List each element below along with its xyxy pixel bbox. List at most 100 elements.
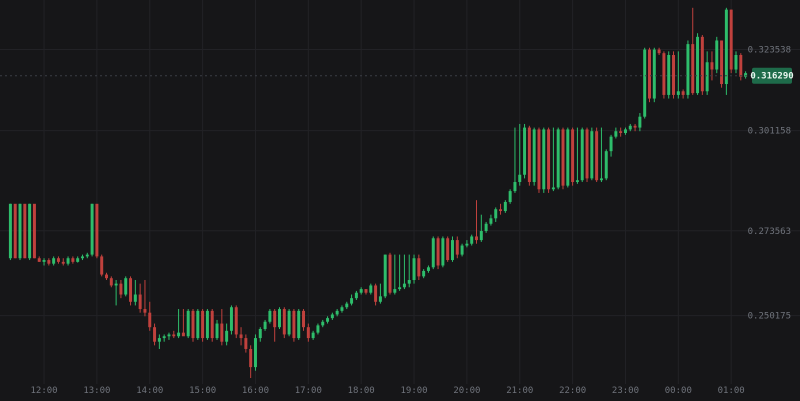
candle xyxy=(412,254,416,284)
candle-body xyxy=(715,40,719,70)
candle-body xyxy=(220,323,224,342)
candle-body xyxy=(302,310,306,328)
candle xyxy=(138,283,142,313)
candle xyxy=(297,309,301,340)
candle-body xyxy=(186,310,190,337)
candle xyxy=(253,334,257,371)
candle-body xyxy=(95,203,99,257)
candle-body xyxy=(23,203,27,259)
candle xyxy=(566,127,570,188)
candle xyxy=(109,276,113,288)
candle-body xyxy=(734,54,738,70)
candle xyxy=(292,309,296,342)
grid-layer xyxy=(0,0,800,384)
candle xyxy=(739,53,743,81)
candle-body xyxy=(225,330,229,342)
candle xyxy=(436,236,440,270)
candle xyxy=(518,123,522,186)
y-tick-label: 0.323538 xyxy=(748,45,791,55)
candle-body xyxy=(614,131,618,137)
candle xyxy=(129,276,133,306)
candle xyxy=(95,203,99,259)
candle xyxy=(306,323,310,342)
candle-body xyxy=(61,261,65,264)
candle-body xyxy=(13,203,17,259)
candle xyxy=(633,123,637,132)
candle-body xyxy=(700,36,704,92)
candle-body xyxy=(172,334,176,337)
candle-body xyxy=(157,338,161,342)
candle xyxy=(378,283,382,304)
candle xyxy=(648,47,651,103)
candle-body xyxy=(475,236,478,241)
candle xyxy=(604,149,608,181)
candle-body xyxy=(499,209,503,212)
candle-body xyxy=(244,338,248,349)
candle-body xyxy=(657,49,661,54)
candle xyxy=(734,51,738,74)
candle xyxy=(47,258,51,266)
candle xyxy=(80,254,84,261)
candle xyxy=(143,280,147,317)
candle-body xyxy=(681,91,685,95)
x-tick-label: 20:00 xyxy=(453,386,480,396)
candle xyxy=(691,7,695,95)
candle xyxy=(508,189,512,204)
candle xyxy=(628,123,632,132)
current-price-marker: 0.316290 xyxy=(0,67,794,84)
candle xyxy=(350,294,354,306)
candle-body xyxy=(436,238,440,266)
candle-body xyxy=(215,323,219,339)
candle-body xyxy=(249,348,253,368)
candle xyxy=(402,254,406,290)
candle xyxy=(729,9,733,74)
candle-body xyxy=(566,129,570,186)
candle xyxy=(623,127,627,135)
candle xyxy=(523,123,527,179)
candle xyxy=(278,307,281,330)
candle-body xyxy=(167,334,171,337)
candle xyxy=(234,305,238,339)
candle xyxy=(263,319,267,331)
candle-body xyxy=(109,278,113,286)
candle xyxy=(609,134,613,157)
candle xyxy=(326,316,330,324)
candle-body xyxy=(527,127,531,183)
candle-body xyxy=(623,129,627,134)
candle-body xyxy=(547,129,551,190)
candle xyxy=(359,287,363,295)
candle xyxy=(239,327,243,346)
candle xyxy=(340,305,344,313)
x-tick-label: 17:00 xyxy=(295,386,322,396)
candle-body xyxy=(604,151,608,179)
x-axis: 12:00 13:00 14:00 15:00 16:00 17:00 18:00 19:00… xyxy=(30,386,744,396)
candle xyxy=(32,203,36,259)
candle xyxy=(465,240,469,248)
candle xyxy=(229,305,233,335)
x-tick-label: 00:00 xyxy=(665,386,692,396)
candle-body xyxy=(364,289,368,293)
candle xyxy=(479,214,483,242)
candle-body xyxy=(662,53,666,95)
candle-body xyxy=(133,294,137,302)
candle xyxy=(441,236,445,268)
candle-body xyxy=(532,129,536,183)
candle-body xyxy=(551,187,555,190)
candle-body xyxy=(162,336,166,339)
candle-body xyxy=(508,191,512,202)
candle xyxy=(37,256,41,262)
x-tick-label: 22:00 xyxy=(559,386,586,396)
candle-body xyxy=(292,310,296,339)
candle xyxy=(393,254,397,295)
candle xyxy=(720,40,724,88)
candle-body xyxy=(441,238,445,266)
candle xyxy=(489,214,493,226)
y-tick-label: 0.301158 xyxy=(748,127,791,137)
candle-body xyxy=(129,278,133,302)
candle-body xyxy=(503,201,507,212)
candle xyxy=(484,221,488,233)
candle-body xyxy=(412,258,416,281)
candle-body xyxy=(590,131,594,179)
